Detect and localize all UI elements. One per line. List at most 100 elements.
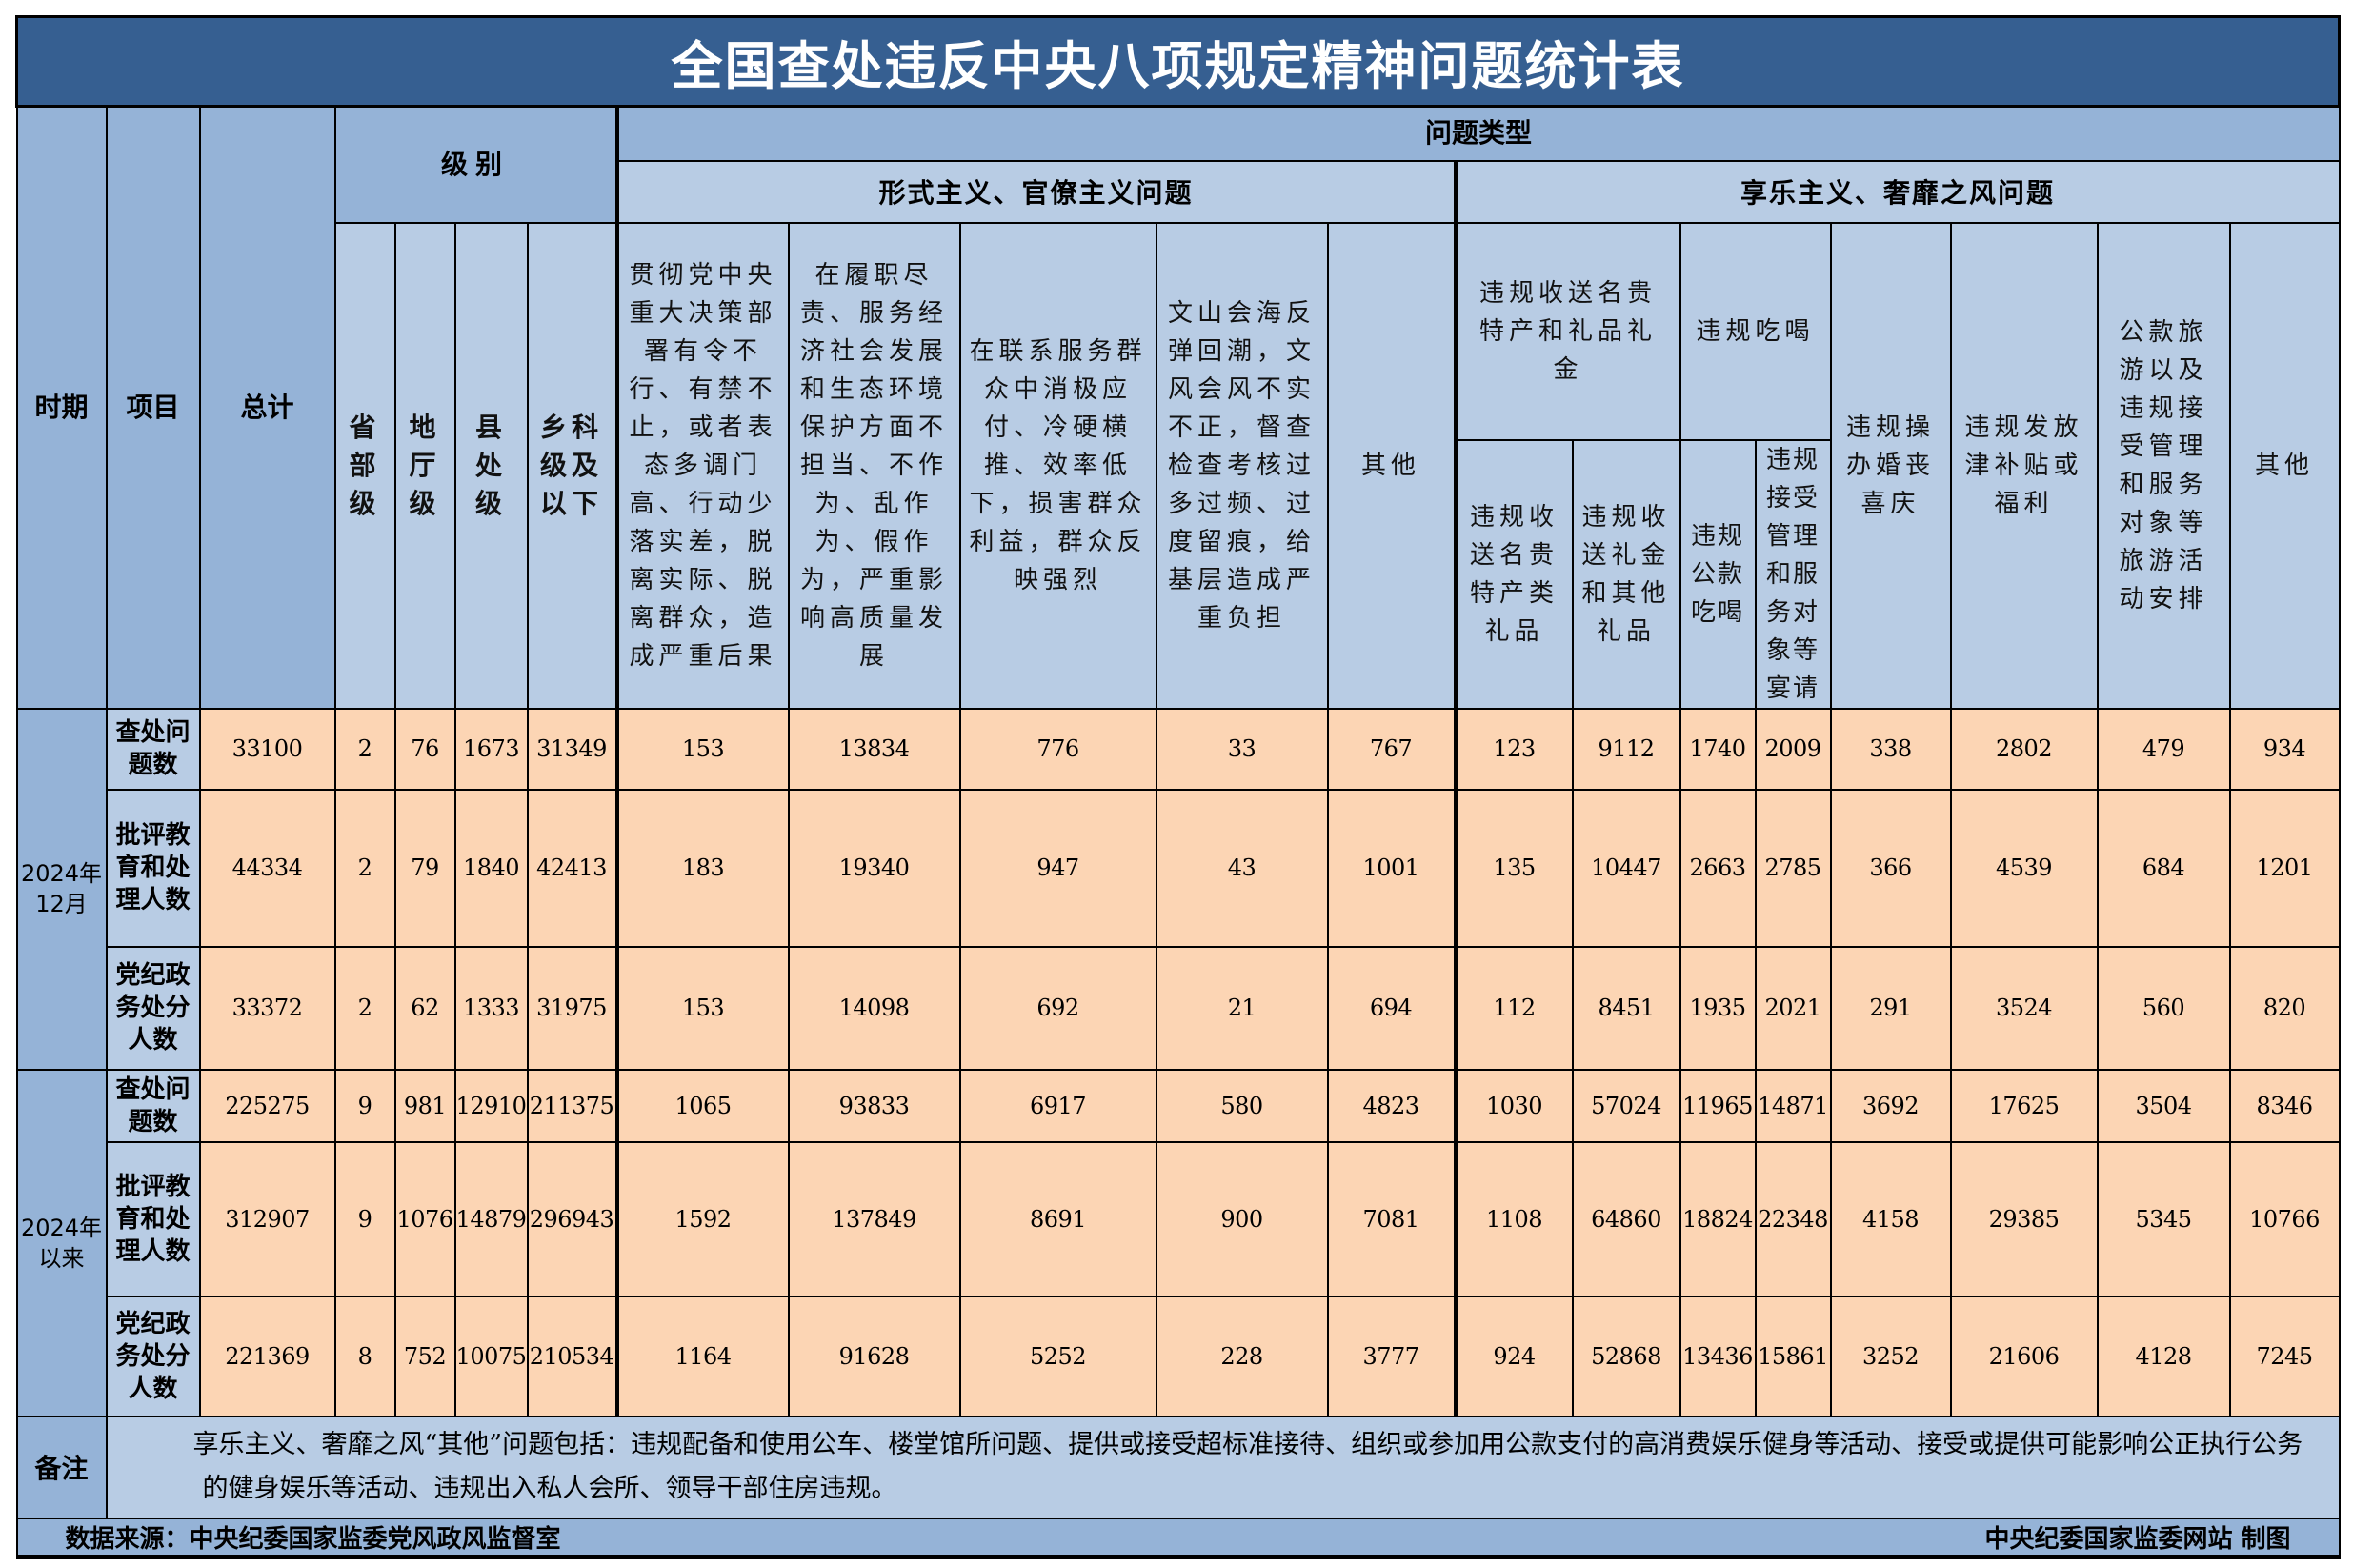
value-cell: 1935 <box>1679 945 1757 1071</box>
value-cell: 42413 <box>526 788 618 948</box>
value-cell: 2663 <box>1679 788 1757 948</box>
value-cell: 684 <box>2096 788 2231 948</box>
value-cell: 17625 <box>1949 1068 2099 1143</box>
statistics-table: 全国查处违反中央八项规定精神问题统计表 时期 项目 总计 级别 问题类型 形式主… <box>15 15 2341 1559</box>
row-item-label: 查处问题数 <box>105 1068 201 1143</box>
value-cell: 1001 <box>1326 788 1457 948</box>
value-cell: 1201 <box>2228 788 2341 948</box>
value-cell: 692 <box>958 945 1157 1071</box>
value-cell: 924 <box>1453 1295 1574 1417</box>
value-cell: 3252 <box>1829 1295 1952 1417</box>
header-dining-col: 违规公款吃喝 <box>1679 438 1757 710</box>
header-level-provincial: 省部级 <box>333 221 396 710</box>
header-level-county: 县处级 <box>453 221 529 710</box>
value-cell: 183 <box>614 788 790 948</box>
value-cell: 210534 <box>526 1295 618 1417</box>
row-item-label: 党纪政务处分人数 <box>105 1295 201 1417</box>
value-cell: 820 <box>2228 945 2341 1071</box>
value-cell: 112 <box>1453 945 1574 1071</box>
value-cell: 91628 <box>787 1295 961 1417</box>
value-cell: 3504 <box>2096 1068 2231 1143</box>
value-cell: 14879 <box>453 1140 529 1297</box>
value-cell: 33 <box>1155 707 1329 791</box>
page-title: 全国查处违反中央八项规定精神问题统计表 <box>15 15 2341 108</box>
value-cell: 9112 <box>1571 707 1681 791</box>
header-hedonism-col: 违规操办婚丧喜庆 <box>1829 221 1952 710</box>
value-cell: 29385 <box>1949 1140 2099 1297</box>
value-cell: 2802 <box>1949 707 2099 791</box>
value-cell: 8346 <box>2228 1068 2341 1143</box>
value-cell: 10766 <box>2228 1140 2341 1297</box>
value-cell: 4823 <box>1326 1068 1457 1143</box>
value-cell: 981 <box>393 1068 456 1143</box>
value-cell: 228 <box>1155 1295 1329 1417</box>
value-cell: 5252 <box>958 1295 1157 1417</box>
value-cell: 1673 <box>453 707 529 791</box>
value-cell: 694 <box>1326 945 1457 1071</box>
value-cell: 1740 <box>1679 707 1757 791</box>
value-cell: 19340 <box>787 788 961 948</box>
header-item: 项目 <box>105 105 201 710</box>
header-level-group: 级别 <box>333 105 618 224</box>
header-formalism-col: 其他 <box>1326 221 1457 710</box>
table-row: 党纪政务处分人数 33372 2 62 1333 31975 153 14098 692 21 69… <box>17 945 2341 1071</box>
value-cell: 15861 <box>1754 1295 1832 1417</box>
value-cell: 14098 <box>787 945 961 1071</box>
value-cell: 767 <box>1326 707 1457 791</box>
table-row: 党纪政务处分人数 221369 8 752 10075 210534 1164 91628 52… <box>17 1295 2341 1417</box>
total-cell: 221369 <box>198 1295 336 1417</box>
value-cell: 18824 <box>1679 1140 1757 1297</box>
value-cell: 8 <box>333 1295 396 1417</box>
value-cell: 211375 <box>526 1068 618 1143</box>
value-cell: 2021 <box>1754 945 1832 1071</box>
header-hedonism: 享乐主义、奢靡之风问题 <box>1453 159 2341 224</box>
value-cell: 5345 <box>2096 1140 2231 1297</box>
value-cell: 62 <box>393 945 456 1071</box>
total-cell: 312907 <box>198 1140 336 1297</box>
value-cell: 776 <box>958 707 1157 791</box>
value-cell: 1076 <box>393 1140 456 1297</box>
value-cell: 13834 <box>787 707 961 791</box>
header-formalism-col: 在联系服务群众中消极应付、冷硬横推、效率低下，损害群众利益，群众反映强烈 <box>958 221 1157 710</box>
value-cell: 14871 <box>1754 1068 1832 1143</box>
value-cell: 1333 <box>453 945 529 1071</box>
credit: 中央纪委国家监委网站 制图 <box>1984 1524 2291 1554</box>
period-label: 2024年12月 <box>15 707 108 1071</box>
header-gifts-group: 违规收送名贵特产和礼品礼金 <box>1453 221 1681 441</box>
value-cell: 479 <box>2096 707 2231 791</box>
value-cell: 43 <box>1155 788 1329 948</box>
value-cell: 6917 <box>958 1068 1157 1143</box>
row-item-label: 批评教育和处理人数 <box>105 1140 201 1297</box>
value-cell: 137849 <box>787 1140 961 1297</box>
value-cell: 580 <box>1155 1068 1329 1143</box>
value-cell: 21 <box>1155 945 1329 1071</box>
header-total: 总计 <box>198 105 336 710</box>
value-cell: 296943 <box>526 1140 618 1297</box>
value-cell: 4539 <box>1949 788 2099 948</box>
value-cell: 3524 <box>1949 945 2099 1071</box>
header-gifts-col: 违规收送礼金和其他礼品 <box>1571 438 1681 710</box>
period-label: 2024年以来 <box>15 1068 108 1417</box>
value-cell: 22348 <box>1754 1140 1832 1297</box>
value-cell: 57024 <box>1571 1068 1681 1143</box>
value-cell: 135 <box>1453 788 1574 948</box>
header-formalism: 形式主义、官僚主义问题 <box>614 159 1457 224</box>
header-type-group: 问题类型 <box>614 105 2341 162</box>
value-cell: 10075 <box>453 1295 529 1417</box>
header-level-township: 乡科级及以下 <box>526 221 618 710</box>
row-item-label: 党纪政务处分人数 <box>105 945 201 1071</box>
value-cell: 2 <box>333 945 396 1071</box>
value-cell: 338 <box>1829 707 1952 791</box>
value-cell: 79 <box>393 788 456 948</box>
total-cell: 33372 <box>198 945 336 1071</box>
value-cell: 1030 <box>1453 1068 1574 1143</box>
value-cell: 9 <box>333 1140 396 1297</box>
total-cell: 33100 <box>198 707 336 791</box>
value-cell: 7081 <box>1326 1140 1457 1297</box>
header-gifts-col: 违规收送名贵特产类礼品 <box>1453 438 1574 710</box>
value-cell: 1840 <box>453 788 529 948</box>
value-cell: 900 <box>1155 1140 1329 1297</box>
value-cell: 21606 <box>1949 1295 2099 1417</box>
total-cell: 44334 <box>198 788 336 948</box>
value-cell: 1164 <box>614 1295 790 1417</box>
